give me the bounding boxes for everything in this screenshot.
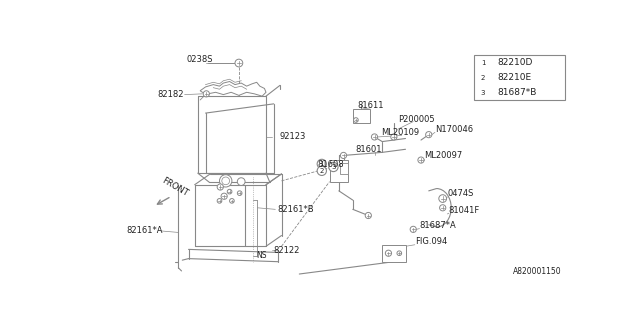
Text: 81687*A: 81687*A [419,221,456,230]
Circle shape [440,205,446,211]
Circle shape [227,189,232,194]
Circle shape [477,57,488,68]
Text: 82210D: 82210D [497,58,532,67]
Bar [353,109,370,123]
Text: 92123: 92123 [279,132,305,141]
Text: NS: NS [256,251,266,260]
Text: 2: 2 [319,168,324,174]
Text: 3: 3 [331,164,335,170]
Text: 81041F: 81041F [448,206,479,215]
Text: A820001150: A820001150 [513,267,562,276]
Circle shape [477,87,488,98]
Text: P200005: P200005 [397,115,435,124]
Bar [474,55,565,100]
Text: 2: 2 [481,75,485,81]
Text: 0238S: 0238S [187,55,214,64]
Circle shape [477,72,488,83]
Bar [382,245,406,262]
Text: FIG.094: FIG.094 [415,237,447,246]
Circle shape [222,177,230,185]
Circle shape [426,132,432,138]
Circle shape [221,193,227,199]
Text: 1: 1 [319,161,324,167]
Text: FRONT: FRONT [160,176,189,198]
Text: 82161*B: 82161*B [278,205,314,214]
Text: 81608: 81608 [317,160,344,169]
Circle shape [391,134,397,140]
Bar [330,160,348,182]
Polygon shape [200,82,266,96]
Circle shape [340,152,347,158]
Text: 81611: 81611 [358,101,384,110]
Text: 82161*A: 82161*A [127,227,163,236]
Text: 0474S: 0474S [447,189,474,198]
Text: 3: 3 [481,90,485,96]
Text: 81687*B: 81687*B [497,88,536,97]
Text: 82210E: 82210E [497,73,531,82]
Bar [340,163,348,174]
Text: 1: 1 [481,60,485,66]
Circle shape [217,184,223,190]
Circle shape [237,178,245,186]
Text: 81601: 81601 [355,145,381,154]
Circle shape [353,118,358,122]
Circle shape [397,251,402,256]
Circle shape [217,198,222,203]
Circle shape [371,134,378,140]
Text: ML20109: ML20109 [381,128,419,137]
Circle shape [230,198,234,203]
Circle shape [439,195,447,203]
Text: 82122: 82122 [274,246,300,255]
Circle shape [418,157,424,163]
Circle shape [317,166,326,175]
Circle shape [385,250,392,256]
Circle shape [204,91,209,97]
Circle shape [365,212,371,219]
Circle shape [317,159,326,169]
Circle shape [329,162,338,172]
Circle shape [237,191,242,196]
Circle shape [235,59,243,67]
Text: 82182: 82182 [157,90,184,99]
Circle shape [410,226,417,232]
Circle shape [220,175,232,187]
Text: N170046: N170046 [435,125,473,134]
Text: ML20097: ML20097 [424,151,462,160]
